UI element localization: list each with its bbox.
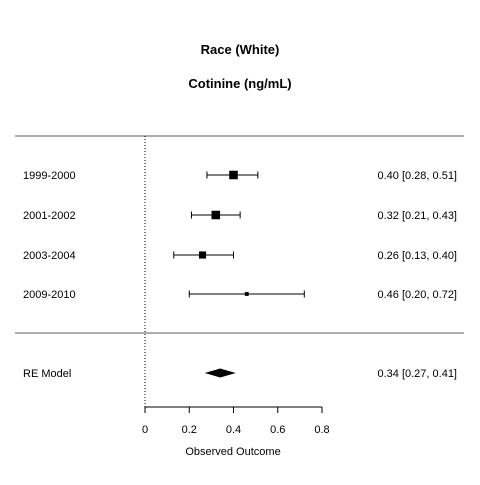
- estimate-ci-text: 0.40 [0.28, 0.51]: [377, 170, 457, 182]
- study-label: 2001-2002: [23, 210, 76, 222]
- point-estimate-marker: [244, 292, 249, 296]
- summary-label: RE Model: [23, 368, 71, 380]
- x-tick-label: 0.4: [226, 424, 241, 436]
- summary-estimate-text: 0.34 [0.27, 0.41]: [377, 368, 457, 380]
- x-axis-label: Observed Outcome: [185, 446, 280, 458]
- x-tick-label: 0.8: [314, 424, 329, 436]
- estimate-ci-text: 0.32 [0.21, 0.43]: [377, 210, 457, 222]
- x-tick-label: 0.2: [182, 424, 197, 436]
- point-estimate-marker: [211, 210, 221, 220]
- estimate-ci-text: 0.46 [0.20, 0.72]: [377, 289, 457, 301]
- chart-title: Race (White): [201, 42, 280, 57]
- study-label: 2009-2010: [23, 289, 76, 301]
- chart-subtitle: Cotinine (ng/mL): [188, 76, 291, 91]
- estimate-ci-text: 0.26 [0.13, 0.40]: [377, 250, 457, 262]
- x-tick-label: 0: [142, 424, 148, 436]
- study-label: 2003-2004: [23, 250, 76, 262]
- point-estimate-marker: [229, 170, 238, 180]
- x-axis: 0 0.2 0.4 0.6 0.8: [142, 406, 330, 436]
- summary-diamond: [204, 368, 236, 378]
- point-estimate-marker: [198, 251, 207, 259]
- summary-row: RE Model 0.34 [0.27, 0.41]: [23, 368, 457, 380]
- study-rows: 1999-2000 0.40 [0.28, 0.51] 2001-2002 0.32 …: [23, 170, 457, 301]
- x-tick-label: 0.6: [270, 424, 285, 436]
- study-label: 1999-2000: [23, 170, 76, 182]
